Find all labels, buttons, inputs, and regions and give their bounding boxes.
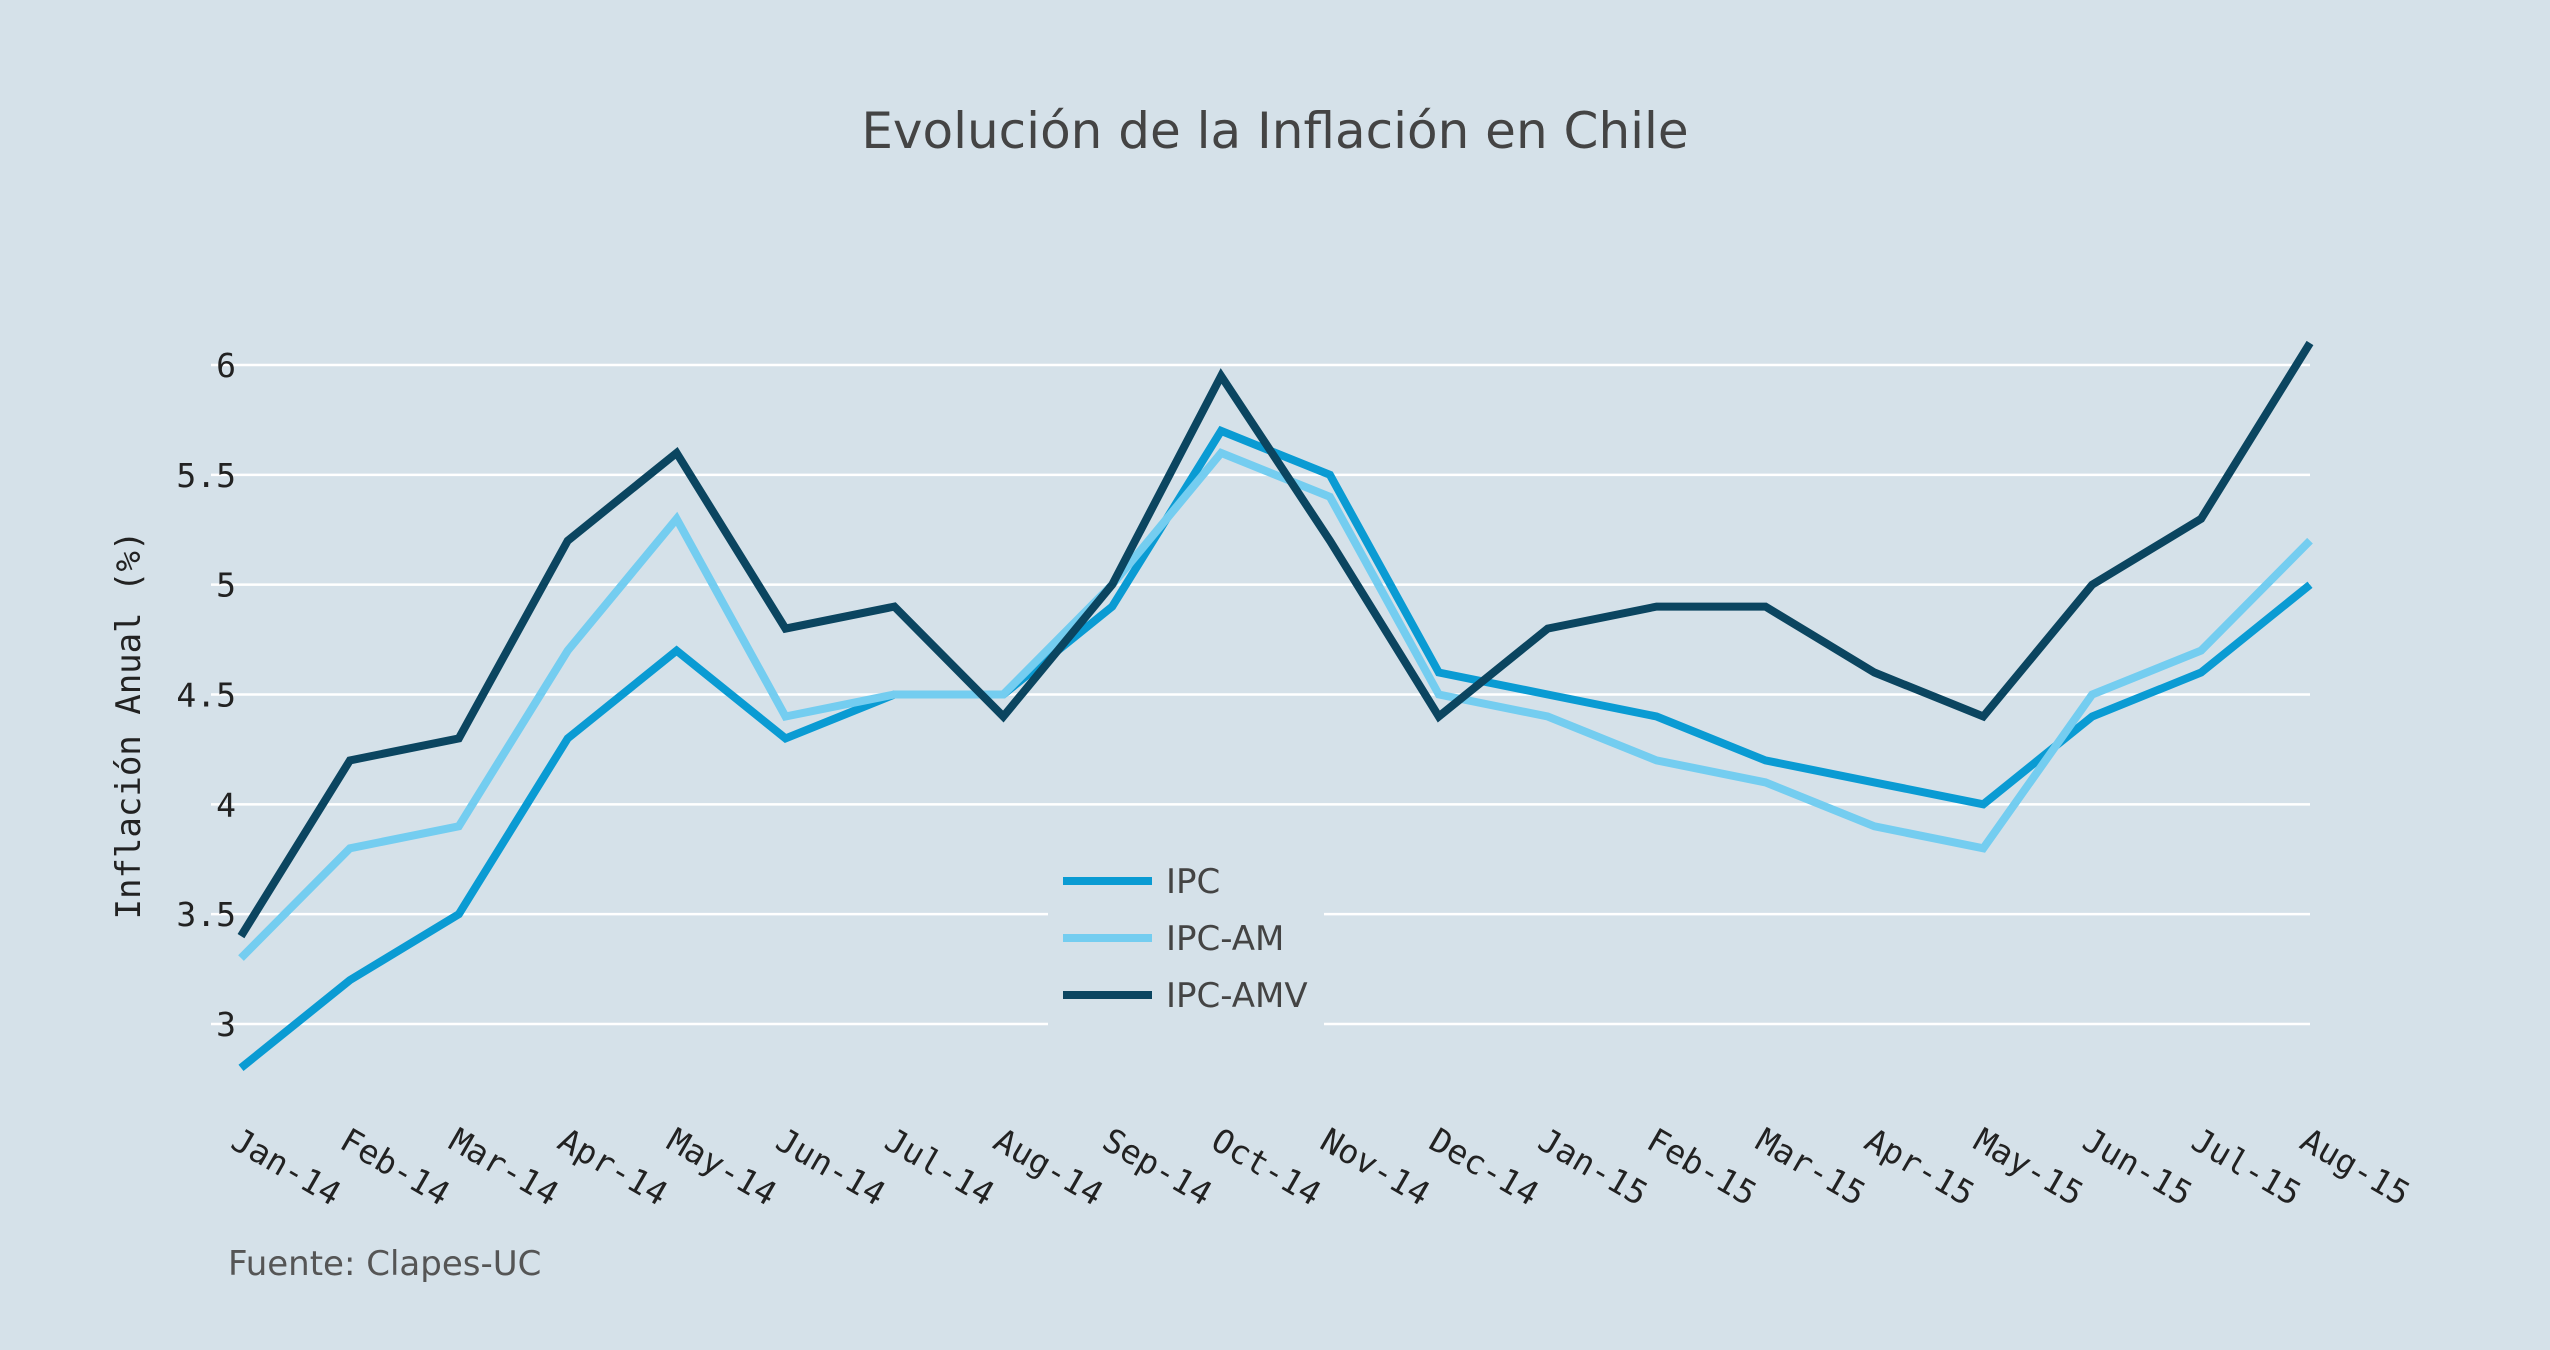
y-tick-label: 3 xyxy=(216,1005,236,1044)
y-axis-label: Inflación Anual (%) xyxy=(109,531,149,920)
x-tick-label: Oct-14 xyxy=(1205,1120,1328,1213)
source-note: Fuente: Clapes-UC xyxy=(228,1244,541,1284)
y-tick-label: 3.5 xyxy=(176,895,236,934)
x-tick-label: Apr-15 xyxy=(1858,1120,1981,1213)
series-lines xyxy=(237,340,2314,1072)
x-tick-label: Jul-14 xyxy=(878,1120,1001,1213)
x-tick-label: Jan-15 xyxy=(1532,1120,1655,1213)
series-line-ipc-am xyxy=(238,448,2313,961)
x-tick-label: Feb-15 xyxy=(1641,1120,1764,1213)
x-tick-label: Aug-15 xyxy=(2294,1120,2417,1213)
x-tick-label: Feb-14 xyxy=(334,1120,457,1213)
x-tick-label: Jun-15 xyxy=(2076,1120,2199,1213)
x-tick-label: Jun-14 xyxy=(769,1120,892,1213)
y-tick-label: 5.5 xyxy=(176,456,236,495)
legend: IPC IPC-AM IPC-AMV xyxy=(1048,845,1324,1030)
x-tick-label: Mar-15 xyxy=(1750,1120,1873,1213)
series-line-ipc-amv xyxy=(237,340,2314,939)
y-tick-label: 4.5 xyxy=(176,676,236,715)
x-tick-label: Sep-14 xyxy=(1096,1120,1219,1213)
x-tick-label: May-15 xyxy=(1967,1120,2090,1213)
legend-label: IPC-AMV xyxy=(1166,976,1308,1016)
x-tick-label: Apr-14 xyxy=(552,1120,675,1213)
x-axis: Jan-14Feb-14Mar-14Apr-14May-14Jun-14Jul-… xyxy=(225,1120,2417,1213)
x-tick-label: Aug-14 xyxy=(987,1120,1110,1213)
x-tick-label: Nov-14 xyxy=(1314,1120,1437,1213)
x-tick-label: Jan-14 xyxy=(225,1120,348,1213)
y-tick-label: 5 xyxy=(216,566,236,605)
y-axis: 3 3.5 4 4.5 5 5.5 6 xyxy=(176,346,236,1044)
x-tick-label: Mar-14 xyxy=(443,1120,566,1213)
chart-title: Evolución de la Inflación en Chile xyxy=(861,102,1688,160)
legend-label: IPC xyxy=(1166,862,1220,902)
legend-label: IPC-AM xyxy=(1166,919,1284,959)
x-tick-label: Jul-15 xyxy=(2185,1120,2308,1213)
y-tick-label: 6 xyxy=(216,346,236,385)
x-tick-label: May-14 xyxy=(661,1120,784,1213)
gridlines xyxy=(211,363,2310,1026)
y-tick-label: 4 xyxy=(216,785,236,824)
x-tick-label: Dec-14 xyxy=(1423,1120,1546,1213)
